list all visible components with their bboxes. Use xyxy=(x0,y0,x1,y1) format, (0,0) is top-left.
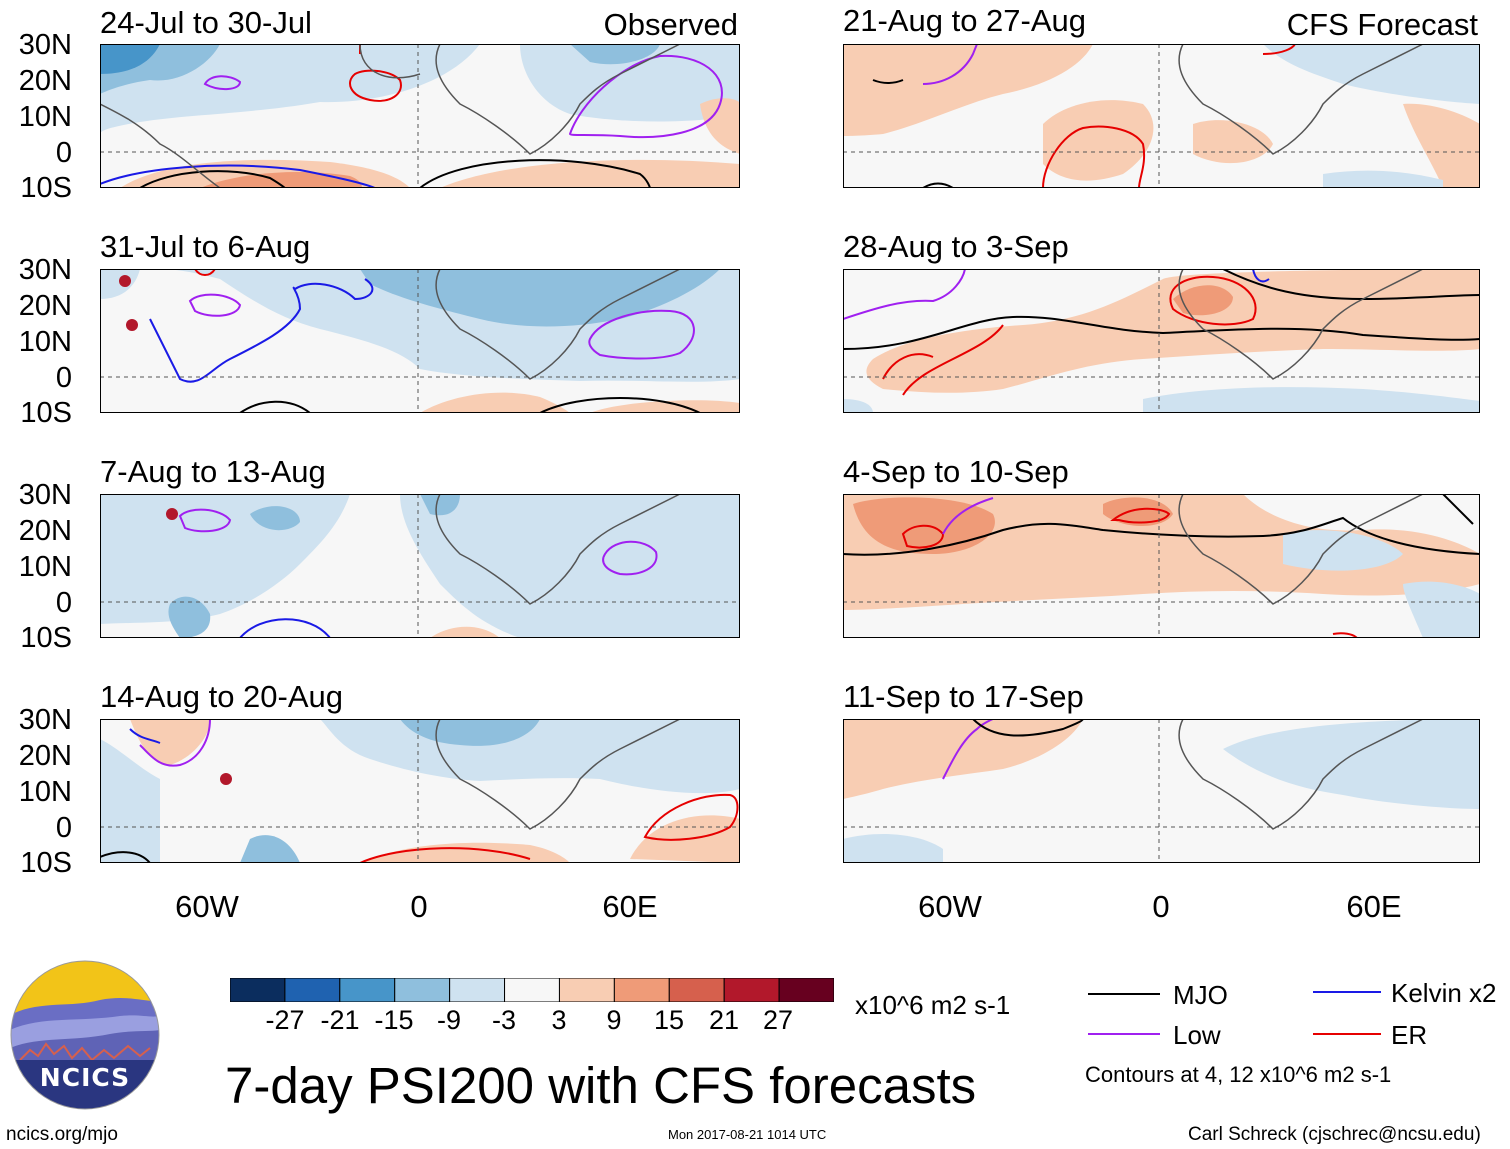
lat-label: 20N xyxy=(18,65,72,97)
lat-label: 30N xyxy=(18,704,72,736)
colorbar-cell xyxy=(668,978,725,1002)
panel-title-left-3: 7-Aug to 13-Aug xyxy=(100,454,326,489)
lon-label: 0 xyxy=(410,889,428,924)
lat-label: 0 xyxy=(55,812,72,844)
lat-label: 0 xyxy=(55,587,72,619)
map-panel-right-4 xyxy=(843,719,1480,863)
colorbar-cell xyxy=(778,978,834,1002)
lon-label: 60E xyxy=(1346,889,1402,924)
lat-label: 10S xyxy=(20,847,72,879)
lat-label: 20N xyxy=(18,290,72,322)
lon-label: 60W xyxy=(918,889,982,924)
map-panel-left-2 xyxy=(100,269,740,413)
colorbar-label: 27 xyxy=(762,1005,794,1035)
colorbar-cell xyxy=(613,978,670,1002)
map-panel-right-2 xyxy=(843,269,1480,413)
lat-label: 0 xyxy=(55,362,72,394)
ncics-logo: NCICS xyxy=(10,960,160,1110)
colorbar-cell xyxy=(558,978,615,1002)
legend-line-mjo xyxy=(1088,993,1160,995)
colorbar xyxy=(230,978,834,1002)
colorbar-label: -21 xyxy=(320,1005,360,1035)
footer-credit: Carl Schreck (cjschrec@ncsu.edu) xyxy=(1188,1124,1481,1145)
panel-title-left-2: 31-Jul to 6-Aug xyxy=(100,229,311,264)
legend-label-low: Low xyxy=(1173,1020,1221,1050)
colorbar-cell xyxy=(339,978,396,1002)
footer-url[interactable]: ncics.org/mjo xyxy=(6,1124,118,1145)
lat-label: 10S xyxy=(20,397,72,429)
colorbar-label: -3 xyxy=(491,1005,516,1035)
lat-label: 10N xyxy=(18,551,72,583)
lat-label: 30N xyxy=(18,29,72,61)
lat-label: 10N xyxy=(18,326,72,358)
lat-label: 10S xyxy=(20,622,72,654)
map-panel-right-3 xyxy=(843,494,1480,638)
legend-line-low xyxy=(1088,1033,1160,1035)
lat-label: 30N xyxy=(18,254,72,286)
colorbar-label: -15 xyxy=(374,1005,414,1035)
colorbar-label: -9 xyxy=(436,1005,461,1035)
logo-text: NCICS xyxy=(40,1063,130,1092)
colorbar-label: 15 xyxy=(653,1005,685,1035)
observed-label: Observed xyxy=(603,7,738,42)
colorbar-cell xyxy=(230,978,286,1002)
panel-title-right-4: 11-Sep to 17-Sep xyxy=(843,679,1084,714)
panel-title-left-1: 24-Jul to 30-Jul xyxy=(100,5,312,40)
map-panel-left-1 xyxy=(100,44,740,188)
panel-title-right-3: 4-Sep to 10-Sep xyxy=(843,454,1069,489)
colorbar-label: 9 xyxy=(606,1005,622,1035)
page-title: 7-day PSI200 with CFS forecasts xyxy=(225,1057,977,1114)
colorbar-label: 3 xyxy=(551,1005,567,1035)
legend-line-kelvin xyxy=(1313,991,1381,993)
legend-note: Contours at 4, 12 x10^6 m2 s-1 xyxy=(1085,1062,1392,1087)
map-panel-left-3 xyxy=(100,494,740,638)
colorbar-units: x10^6 m2 s-1 xyxy=(855,990,1011,1020)
forecast-label: CFS Forecast xyxy=(1286,7,1478,42)
colorbar-cell xyxy=(284,978,341,1002)
panel-title-left-4: 14-Aug to 20-Aug xyxy=(100,679,344,714)
legend-label-mjo: MJO xyxy=(1173,980,1228,1010)
lat-label: 20N xyxy=(18,740,72,772)
colorbar-cell xyxy=(394,978,451,1002)
map-panel-right-1 xyxy=(843,44,1480,188)
lon-label: 60E xyxy=(602,889,658,924)
footer-timestamp: Mon 2017-08-21 1014 UTC xyxy=(668,1127,827,1142)
panel-title-right-1: 21-Aug to 27-Aug xyxy=(843,3,1087,38)
colorbar-label: 21 xyxy=(708,1005,740,1035)
colorbar-cell xyxy=(449,978,506,1002)
colorbar-cell xyxy=(723,978,780,1002)
lat-label: 10N xyxy=(18,101,72,133)
lat-label: 30N xyxy=(18,479,72,511)
lat-label: 10N xyxy=(18,776,72,808)
lat-label: 10S xyxy=(20,172,72,204)
lon-label: 60W xyxy=(175,889,239,924)
lat-label: 20N xyxy=(18,515,72,547)
lon-label: 0 xyxy=(1152,889,1170,924)
legend-label-kelvin: Kelvin x2 xyxy=(1391,978,1497,1008)
legend-line-er xyxy=(1313,1033,1381,1035)
panel-title-right-2: 28-Aug to 3-Sep xyxy=(843,229,1069,264)
colorbar-label: -27 xyxy=(265,1005,305,1035)
legend-label-er: ER xyxy=(1391,1020,1428,1050)
colorbar-cell xyxy=(504,978,560,1002)
map-panel-left-4 xyxy=(100,719,740,863)
lat-label: 0 xyxy=(55,137,72,169)
